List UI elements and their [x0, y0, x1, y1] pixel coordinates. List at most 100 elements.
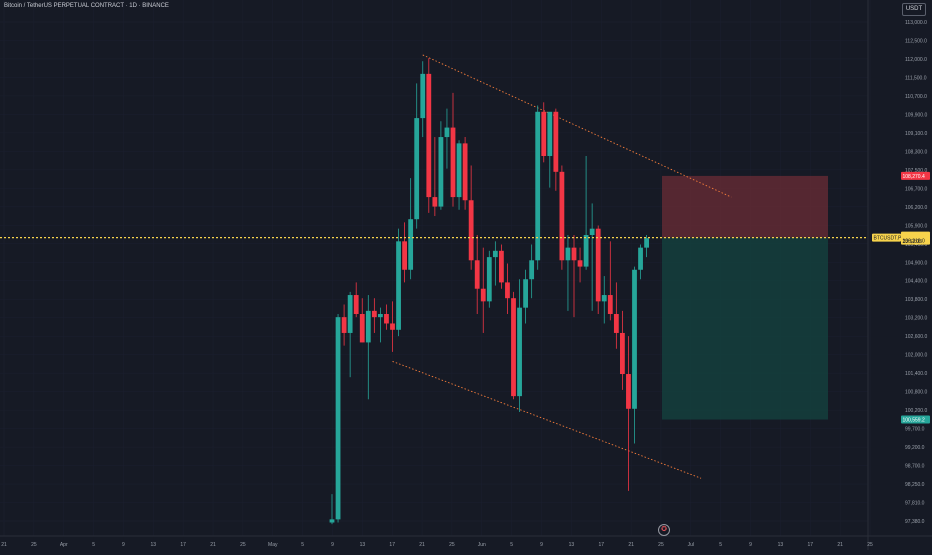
candle[interactable]	[335, 313, 341, 523]
stop-price-tag-text: 108,270.4	[903, 174, 925, 180]
currency-button[interactable]: USDT	[902, 3, 926, 16]
candle[interactable]	[517, 279, 522, 412]
tradingview-logo-icon[interactable]: ✪	[658, 524, 670, 536]
candle-body	[601, 295, 607, 302]
candle[interactable]	[632, 266, 637, 444]
take-profit-zone[interactable]	[662, 237, 828, 420]
candle[interactable]	[505, 263, 510, 314]
candle[interactable]	[341, 304, 347, 346]
candle[interactable]	[456, 140, 462, 210]
stop-loss-zone[interactable]	[662, 175, 828, 238]
candle[interactable]	[444, 108, 450, 169]
candle[interactable]	[626, 336, 631, 491]
candle-body	[365, 310, 371, 343]
channel-trendline[interactable]	[422, 54, 732, 198]
candle[interactable]	[577, 247, 583, 283]
candle[interactable]	[480, 247, 486, 333]
candle[interactable]	[492, 241, 498, 286]
candle[interactable]	[529, 244, 535, 299]
candle-body	[505, 282, 510, 299]
candle[interactable]	[378, 307, 383, 343]
candle-body	[571, 247, 577, 261]
candle[interactable]	[644, 235, 649, 258]
candle[interactable]	[511, 291, 516, 400]
x-tick-label: May	[268, 542, 278, 548]
x-tick-label: 17	[598, 542, 604, 548]
candle[interactable]	[468, 165, 474, 270]
candle[interactable]	[426, 58, 432, 213]
x-tick-label: 9	[122, 542, 125, 548]
candle-body	[462, 143, 468, 201]
x-tick-label: 5	[92, 542, 95, 548]
candle[interactable]	[499, 244, 504, 289]
candle-body	[644, 238, 649, 248]
candle-body	[577, 260, 583, 267]
channel-trendline[interactable]	[392, 360, 702, 479]
candle[interactable]	[438, 121, 444, 210]
candle[interactable]	[547, 111, 553, 188]
target-price-tag-text: 100,559.2	[903, 418, 925, 424]
candle[interactable]	[420, 61, 426, 138]
candle[interactable]	[559, 165, 565, 270]
candle[interactable]	[589, 203, 595, 311]
candle-body	[559, 171, 565, 261]
stop-price-tag-box	[901, 171, 930, 180]
x-tick-label: Apr	[60, 542, 68, 548]
candle-body	[432, 197, 438, 207]
candle[interactable]	[535, 105, 541, 270]
y-tick-label: 103,800.0	[905, 297, 927, 303]
candle[interactable]	[365, 295, 371, 400]
candle[interactable]	[486, 250, 492, 308]
candle-body	[553, 111, 559, 172]
candle[interactable]	[402, 222, 407, 283]
candle[interactable]	[613, 282, 619, 349]
candle[interactable]	[583, 156, 589, 270]
candle[interactable]	[474, 235, 480, 314]
candle[interactable]	[414, 83, 420, 229]
candle[interactable]	[638, 244, 643, 280]
x-tick-label: 21	[837, 542, 843, 548]
candle[interactable]	[523, 269, 528, 324]
candle[interactable]	[432, 137, 438, 217]
y-tick-label: 102,600.0	[905, 334, 927, 340]
candle[interactable]	[601, 276, 607, 324]
candle[interactable]	[541, 102, 547, 163]
candle[interactable]	[553, 108, 559, 191]
candle[interactable]	[595, 225, 601, 314]
candle[interactable]	[371, 298, 377, 333]
candle[interactable]	[571, 235, 577, 318]
candle[interactable]	[359, 298, 365, 343]
candle[interactable]	[462, 137, 468, 210]
candle-body	[523, 279, 528, 308]
target-price-tag[interactable]: 100,559.2	[901, 415, 930, 424]
current-price-tag-text: 106,318.0	[903, 239, 925, 245]
x-tick-label: 21	[419, 542, 425, 548]
candle-body	[632, 269, 637, 409]
candle[interactable]	[353, 282, 359, 318]
stop-price-tag[interactable]: 108,270.4	[901, 171, 930, 180]
candle[interactable]	[607, 241, 613, 321]
candle[interactable]	[384, 304, 389, 330]
x-tick-label: 25	[240, 542, 246, 548]
candle[interactable]	[390, 301, 395, 352]
x-tick-label: 9	[331, 542, 334, 548]
candle-body	[414, 118, 420, 220]
x-tick-label: 21	[210, 542, 216, 548]
candle-body	[511, 298, 516, 397]
candle[interactable]	[408, 178, 414, 280]
candle[interactable]	[347, 291, 353, 378]
ticker-tag[interactable]: BTCUSDT.P	[872, 233, 902, 242]
y-tick-label: 112,500.0	[905, 38, 927, 44]
candle[interactable]	[620, 310, 625, 390]
x-tick-label: 5	[510, 542, 513, 548]
x-tick-label: 25	[31, 542, 37, 548]
x-tick-label: 9	[749, 542, 752, 548]
current-price-tag[interactable]: 106,318.0	[901, 231, 930, 245]
candle[interactable]	[329, 494, 335, 525]
x-tick-label: 5	[719, 542, 722, 548]
candle[interactable]	[450, 92, 456, 207]
candle[interactable]	[565, 235, 571, 311]
candle[interactable]	[396, 228, 401, 337]
